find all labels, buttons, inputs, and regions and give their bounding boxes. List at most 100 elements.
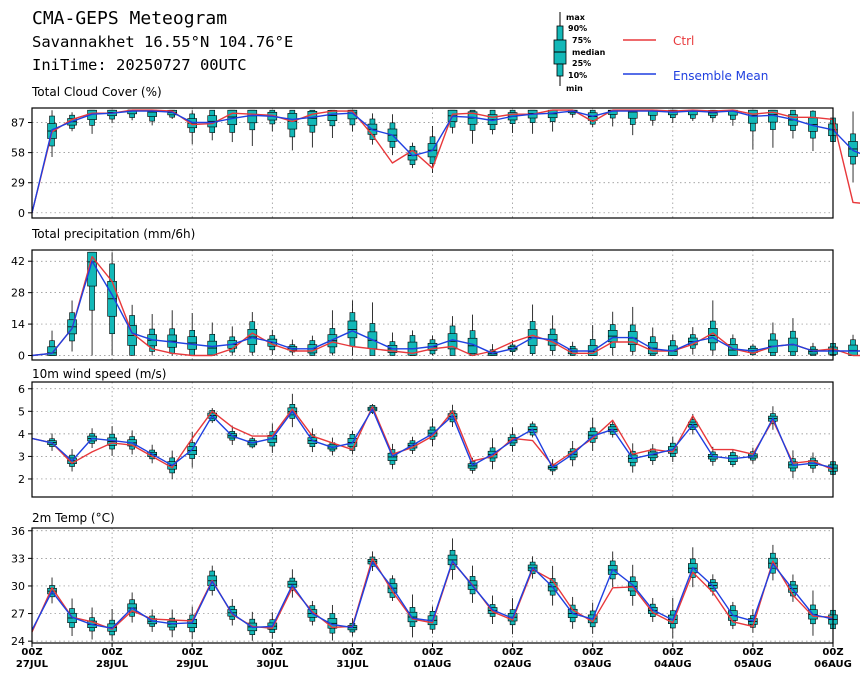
legend-key-p25: 25% [572, 59, 591, 68]
ensemble-boxplot [708, 300, 718, 356]
ensemble-boxplot [47, 577, 57, 604]
x-tick-label-time: 00Z [742, 647, 763, 658]
ensemble-boxplot [447, 538, 458, 580]
ensemble-boxplot [607, 311, 618, 356]
y-tick-label: 28 [11, 287, 25, 300]
legend-mean-label: Ensemble Mean [673, 69, 768, 83]
ensemble-boxplot [167, 310, 177, 356]
ensemble-boxplot [547, 315, 558, 356]
legend-key-p75: 75% [572, 36, 591, 45]
y-tick-label: 30 [11, 580, 25, 593]
x-tick-label-date: 06AUG [814, 659, 852, 670]
y-tick-label: 58 [11, 147, 25, 160]
y-tick-label: 29 [11, 177, 25, 190]
x-tick-label-time: 00Z [342, 647, 363, 658]
panel-title: 2m Temp (°C) [32, 511, 115, 525]
legend-key-p90: 90% [568, 24, 587, 33]
ensemble-boxplot [768, 322, 778, 356]
ensemble-boxplot [808, 110, 818, 152]
series-mean-line [31, 560, 834, 631]
boxplot-iqr [347, 109, 358, 120]
chart-title: CMA-GEPS Meteogram [32, 8, 227, 29]
ensemble-boxplot [287, 109, 298, 151]
x-tick-label-date: 05AUG [734, 659, 772, 670]
ensemble-boxplot [287, 393, 298, 428]
panel-frame [31, 381, 834, 498]
y-tick-label: 27 [11, 608, 25, 621]
header: CMA-GEPS Meteogram Savannakhet 16.55°N 1… [32, 8, 293, 74]
y-tick-label: 0 [18, 350, 25, 363]
legend-key-max: max [566, 13, 586, 22]
panel-1: Total Cloud Cover (%) 0 29 58 87 [11, 85, 860, 220]
ensemble-boxplot [467, 109, 478, 144]
ensemble-boxplot [447, 316, 458, 356]
panel-4: 2m Temp (°C) 24 27 30 33 36 [11, 511, 838, 648]
ensemble-boxplot [647, 109, 658, 126]
y-tick-label: 6 [18, 383, 25, 396]
x-tick-label-time: 00Z [21, 647, 42, 658]
ensemble-boxplot [848, 334, 858, 356]
x-tick-label-time: 00Z [422, 647, 443, 658]
x-tick-label-date: 02AUG [494, 659, 532, 670]
x-tick-label-time: 00Z [262, 647, 283, 658]
legend-key-min: min [566, 84, 583, 93]
ensemble-boxplot [587, 417, 598, 451]
ensemble-boxplot [407, 330, 418, 356]
series-mean-line [31, 260, 860, 357]
ensemble-boxplot [848, 111, 858, 183]
ensemble-boxplot [788, 318, 798, 356]
x-tick-label-date: 31JUL [336, 659, 369, 670]
panel-title: 10m wind speed (m/s) [32, 367, 166, 381]
y-tick-label: 14 [11, 318, 25, 331]
ensemble-boxplot [187, 110, 197, 145]
x-tick-label-time: 00Z [582, 647, 603, 658]
panel-title: Total Cloud Cover (%) [31, 85, 162, 99]
panel-3: 10m wind speed (m/s) 2 3 4 5 6 [18, 367, 838, 498]
y-tick-label: 42 [11, 255, 25, 268]
ensemble-boxplot [627, 306, 638, 356]
legend-boxplot-key: max 90% 75% median 25% 10% min [553, 12, 606, 93]
ensemble-boxplot [367, 302, 378, 356]
x-tick-label-time: 00Z [182, 647, 203, 658]
ensemble-boxplot [207, 109, 218, 141]
ensemble-boxplot [127, 304, 137, 356]
ensemble-boxplot [527, 304, 538, 356]
x-tick-label-date: 27JUL [16, 659, 49, 670]
legend-key-median: median [572, 48, 606, 57]
x-tick-label-date: 04AUG [654, 659, 692, 670]
legend: max 90% 75% median 25% 10% min Ctrl Ense… [553, 12, 768, 93]
y-tick-label: 24 [11, 635, 25, 648]
y-tick-label: 33 [11, 552, 25, 565]
chart-location: Savannakhet 16.55°N 104.76°E [32, 33, 293, 51]
series-mean-line [31, 408, 834, 469]
y-tick-label: 3 [18, 450, 25, 463]
panel-frame [31, 249, 834, 361]
x-tick-label-date: 29JUL [176, 659, 209, 670]
ensemble-boxplot [187, 313, 197, 356]
legend-key-p10: 10% [568, 71, 587, 80]
ensemble-boxplot [467, 314, 478, 356]
ensemble-boxplot [227, 326, 238, 356]
ensemble-boxplot [267, 109, 278, 132]
ensemble-boxplot [207, 322, 218, 356]
y-tick-label: 5 [18, 405, 25, 418]
ensemble-boxplot [587, 109, 598, 128]
ensemble-boxplot [407, 594, 418, 638]
panel-title: Total precipitation (mm/6h) [31, 227, 195, 241]
x-tick-label-time: 00Z [822, 647, 843, 658]
series-ctrl-line [31, 406, 834, 471]
series-ctrl-line [31, 109, 860, 213]
ensemble-boxplot [47, 330, 57, 356]
ensemble-boxplot [147, 109, 157, 126]
ensemble-boxplot [327, 604, 338, 641]
ensemble-boxplot [487, 109, 498, 135]
series-mean-line [31, 110, 860, 213]
ensemble-boxplot [728, 334, 738, 356]
legend-ctrl-label: Ctrl [673, 34, 694, 48]
y-tick-label: 87 [11, 117, 25, 130]
panels: Total Cloud Cover (%) 0 29 58 87 Total precip… [11, 85, 860, 648]
panel-2: Total precipitation (mm/6h) 0 14 28 42 [11, 227, 860, 363]
x-axis: 00Z27JUL00Z28JUL00Z29JUL00Z30JUL00Z31JUL… [16, 643, 852, 670]
ensemble-boxplot [808, 342, 818, 356]
